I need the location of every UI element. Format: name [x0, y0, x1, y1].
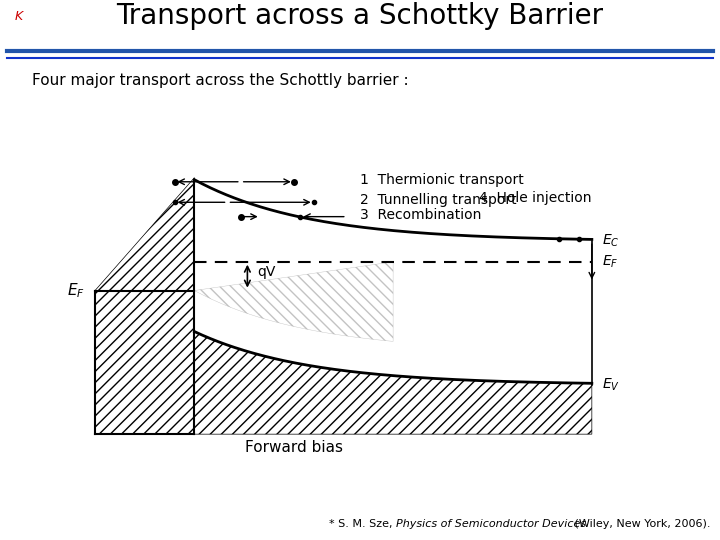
Text: qV: qV	[257, 265, 276, 279]
Text: $E_C$: $E_C$	[602, 233, 619, 249]
Text: (Wiley, New York, 2006).: (Wiley, New York, 2006).	[396, 519, 711, 529]
Text: $E_V$: $E_V$	[602, 377, 620, 393]
Text: $E_F$: $E_F$	[602, 254, 618, 270]
Text: Physics of Semiconductor Devices: Physics of Semiconductor Devices	[396, 519, 586, 529]
Text: 2  Tunnelling transport: 2 Tunnelling transport	[360, 193, 517, 207]
Text: 1  Thermionic transport: 1 Thermionic transport	[360, 173, 523, 187]
Text: K: K	[14, 10, 22, 23]
Text: Four major transport across the Schottly barrier :: Four major transport across the Schottly…	[32, 73, 409, 88]
Text: 3  Recombination: 3 Recombination	[360, 207, 482, 221]
Text: 4  Hole injection: 4 Hole injection	[480, 191, 592, 205]
Text: Forward bias: Forward bias	[245, 440, 343, 455]
Text: $E_F$: $E_F$	[67, 281, 85, 300]
Text: * S. M. Sze,: * S. M. Sze,	[329, 519, 396, 529]
Text: Transport across a Schottky Barrier: Transport across a Schottky Barrier	[117, 2, 603, 30]
